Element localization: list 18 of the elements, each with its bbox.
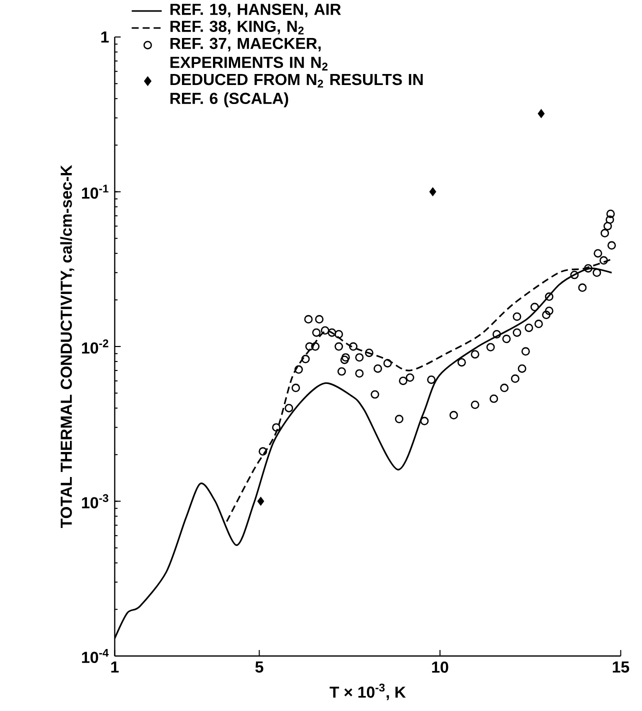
x-tick-label: 15 xyxy=(612,662,630,673)
y-tick-label: 10$^{-2}$ xyxy=(82,339,108,354)
x-tick-label: 1 xyxy=(111,662,119,672)
y-tick-label: 10$^{-3}$ xyxy=(82,494,108,508)
y-tick-label: 10$^{-1}$ xyxy=(82,184,109,199)
point xyxy=(538,109,545,118)
point xyxy=(258,497,264,506)
x-axis-title: T × 10$^{-3}$, K xyxy=(330,684,406,700)
legend-label: REF. 37, MAECKER, EXPERIMENTS IN N$_{2}$ xyxy=(170,38,328,70)
x-tick-label: 5 xyxy=(255,662,264,673)
point xyxy=(430,188,436,196)
y-axis-title: TOTAL THERMAL CONDUCTIVITY, cal/cm-sec-K xyxy=(60,164,74,528)
legend-label: REF. 38, KING, N$_{2}$ xyxy=(170,20,304,34)
y-tick-label: 1 xyxy=(101,32,109,42)
x-tick-label: 10 xyxy=(432,662,448,673)
text: DEDUCED FROM N$_{2}$ RESULTS IN REF. 6 (SCALA) xyxy=(170,74,423,108)
y-tick-label: 10$^{-4}$ xyxy=(82,648,109,664)
legend-label: REF. 19, HANSEN, AIR xyxy=(170,4,342,18)
